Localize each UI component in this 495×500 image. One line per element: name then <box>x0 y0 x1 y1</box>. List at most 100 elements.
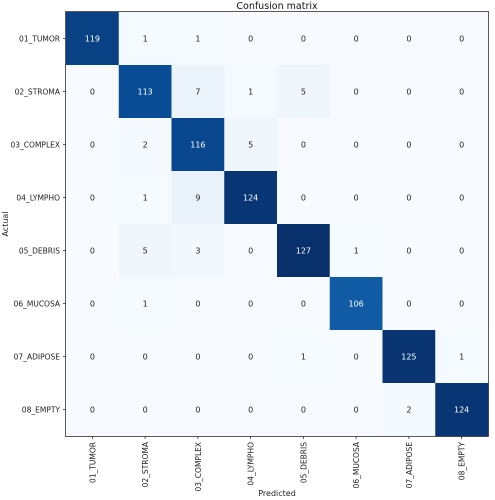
cell-value-label: 1 <box>143 35 148 44</box>
heatmap-cell <box>224 330 278 384</box>
cell-value-label: 0 <box>406 88 411 97</box>
y-tick-label: 08_EMPTY <box>22 406 61 415</box>
heatmap-cell <box>435 12 489 66</box>
heatmap-cell <box>435 65 489 119</box>
heatmap-cell <box>118 383 172 437</box>
heatmap-cell <box>171 277 225 331</box>
cell-value-label: 0 <box>248 247 253 256</box>
x-tick-label: 01_TUMOR <box>88 442 97 483</box>
heatmap-cell <box>329 383 383 437</box>
cell-value-label: 106 <box>348 300 363 309</box>
plot-frame <box>65 11 489 437</box>
heatmap-cell <box>382 383 436 437</box>
heatmap-cell <box>382 330 436 384</box>
y-axis-label: Actual <box>1 211 10 236</box>
heatmap-cell <box>277 12 331 66</box>
cell-value-label: 5 <box>143 247 148 256</box>
heatmap-cell <box>277 224 331 278</box>
cell-value-label: 0 <box>90 194 95 203</box>
cell-value-label: 0 <box>195 406 200 415</box>
heatmap-cell <box>171 65 225 119</box>
heatmap-cell <box>277 171 331 225</box>
heatmap-cell <box>224 12 278 66</box>
heatmap-cell <box>171 171 225 225</box>
heatmap-cell <box>224 224 278 278</box>
heatmap-cell <box>329 171 383 225</box>
heatmap-cell <box>329 12 383 66</box>
cell-value-label: 2 <box>406 406 411 415</box>
heatmap-cell <box>277 277 331 331</box>
cell-value-label: 7 <box>195 88 200 97</box>
cell-value-label: 0 <box>354 141 359 150</box>
cell-value-label: 0 <box>301 141 306 150</box>
cell-value-label: 124 <box>454 406 469 415</box>
cell-value-label: 0 <box>459 247 464 256</box>
heatmap-cell <box>435 118 489 172</box>
heatmap-cell <box>382 171 436 225</box>
cell-value-label: 0 <box>90 247 95 256</box>
cell-value-label: 0 <box>459 35 464 44</box>
cell-value-label: 0 <box>354 35 359 44</box>
x-tick-label: 02_STROMA <box>141 441 150 487</box>
cell-value-label: 0 <box>406 141 411 150</box>
cell-value-label: 1 <box>248 88 253 97</box>
heatmap-cell <box>329 277 383 331</box>
cell-value-label: 3 <box>195 247 200 256</box>
heatmap-cell <box>118 171 172 225</box>
cell-value-label: 0 <box>354 353 359 362</box>
cell-value-label: 0 <box>406 194 411 203</box>
cell-value-label: 1 <box>459 353 464 362</box>
cell-value-label: 0 <box>459 88 464 97</box>
heatmap-cell <box>66 171 120 225</box>
y-tick-label: 07_ADIPOSE <box>14 353 61 362</box>
cell-value-label: 125 <box>401 353 416 362</box>
heatmap-cell <box>277 330 331 384</box>
heatmap-cell <box>224 277 278 331</box>
x-tick-label: 08_EMPTY <box>458 442 467 481</box>
heatmap-cell <box>171 224 225 278</box>
heatmap-cell <box>435 330 489 384</box>
x-tick-label: 05_DEBRIS <box>299 442 308 483</box>
heatmap-cell <box>171 383 225 437</box>
cell-value-label: 5 <box>248 141 253 150</box>
y-tick-label: 02_STROMA <box>15 88 61 97</box>
heatmap-cell <box>382 118 436 172</box>
cell-value-label: 1 <box>195 35 200 44</box>
heatmap-cell <box>329 224 383 278</box>
heatmap-cell <box>118 277 172 331</box>
heatmap-cell <box>435 171 489 225</box>
heatmap-cell <box>435 277 489 331</box>
heatmap-cell <box>435 383 489 437</box>
heatmap-cell <box>224 383 278 437</box>
heatmap-cell <box>118 12 172 66</box>
cell-value-label: 0 <box>459 194 464 203</box>
heatmap-cell <box>329 65 383 119</box>
cell-value-label: 0 <box>301 35 306 44</box>
x-tick-label: 04_LYMPHO <box>247 442 256 486</box>
heatmap-cell <box>435 224 489 278</box>
heatmap-cell <box>224 118 278 172</box>
heatmap-cell <box>382 277 436 331</box>
cell-value-label: 0 <box>90 300 95 309</box>
heatmap-cell <box>66 12 120 66</box>
cell-value-label: 0 <box>90 406 95 415</box>
heatmap-cell <box>118 118 172 172</box>
cell-value-label: 5 <box>301 88 306 97</box>
cell-value-label: 2 <box>143 141 148 150</box>
heatmap-cell <box>382 224 436 278</box>
heatmap-cell <box>66 277 120 331</box>
heatmap-cell <box>171 330 225 384</box>
x-tick-label: 06_MUCOSA <box>352 441 361 488</box>
ticks-layer: 01_TUMOR 02_STROMA 03_COMPLEX 04_LYMPHO 05_D… <box>11 35 467 492</box>
cell-value-label: 0 <box>354 406 359 415</box>
cell-value-label: 0 <box>90 88 95 97</box>
heatmap-cell <box>171 118 225 172</box>
cell-value-label: 0 <box>459 300 464 309</box>
cell-value-label: 0 <box>354 88 359 97</box>
cell-value-label: 0 <box>248 406 253 415</box>
heatmap-cell <box>277 383 331 437</box>
cell-value-label: 113 <box>137 88 152 97</box>
cell-value-label: 0 <box>195 300 200 309</box>
y-tick-label: 03_COMPLEX <box>11 141 60 150</box>
